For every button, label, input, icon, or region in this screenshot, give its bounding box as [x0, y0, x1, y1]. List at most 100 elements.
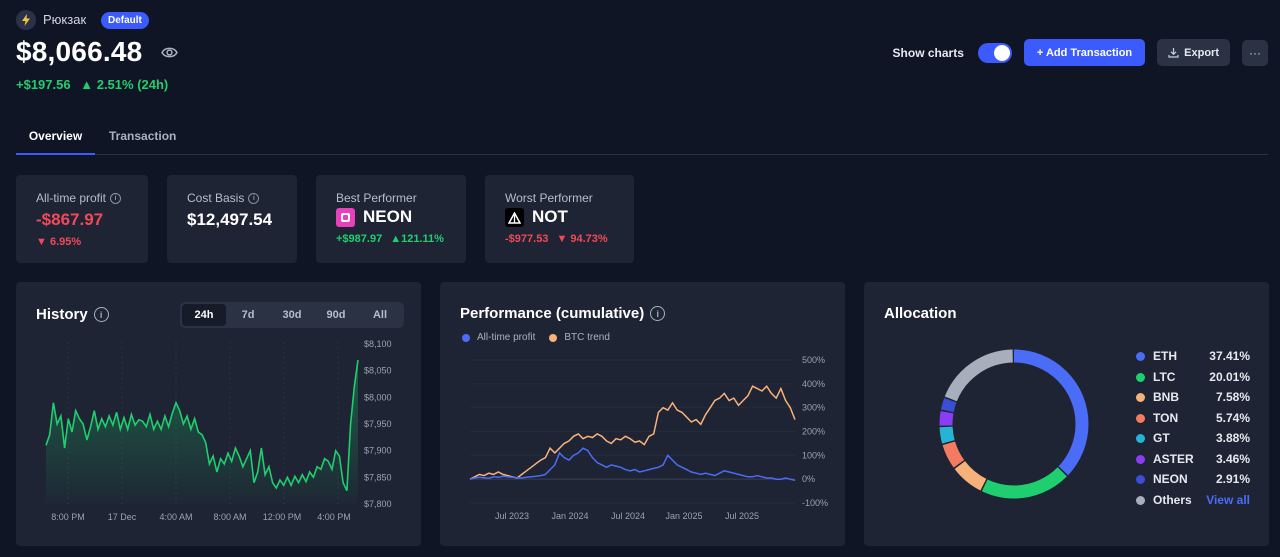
allocation-row-others[interactable]: Others View all — [1136, 493, 1250, 507]
worst-performer-card: Worst Performer NOT -$977.53 ▼ 94.73% — [485, 175, 634, 263]
best-performer-value: +$987.97 — [336, 233, 383, 246]
performance-y-tick: 500% — [802, 355, 825, 365]
caret-up-icon: ▲ — [390, 233, 402, 246]
donut-slice-aster[interactable] — [939, 349, 1089, 499]
all-time-profit-card: All-time profit i -$867.97 ▼ 6.95% — [16, 175, 148, 263]
best-performer-name: NEON — [363, 207, 413, 226]
legend-dot — [1136, 454, 1145, 464]
allocation-pct: 2.91% — [1215, 472, 1250, 486]
performance-y-tick: -100% — [802, 498, 828, 508]
best-performer-label: Best Performer — [336, 191, 417, 205]
history-y-tick: $7,850 — [364, 472, 392, 482]
range-7d-button[interactable]: 7d — [241, 309, 255, 321]
performance-y-tick: 200% — [802, 427, 825, 437]
allocation-pct: 3.88% — [1215, 431, 1250, 445]
tab-transaction[interactable]: Transaction — [109, 129, 177, 143]
allocation-donut[interactable] — [934, 344, 1094, 504]
worst-performer-label: Worst Performer — [505, 191, 593, 205]
wallet-name[interactable]: Рюкзак — [43, 12, 87, 27]
history-x-tick: 4:00 AM — [159, 512, 192, 522]
donut-slice-ltc[interactable] — [939, 349, 1089, 499]
performance-chart[interactable]: 500% 400% 300% 200% 100% 0% -100% Jul 2023 Jan … — [440, 282, 845, 546]
history-range-selector: 24h 7d 30d 90d All — [180, 302, 404, 328]
all-time-profit-line — [469, 447, 796, 482]
lightning-icon — [22, 14, 30, 26]
allocation-row-neon[interactable]: NEON 2.91% — [1136, 472, 1250, 486]
legend-dot — [1136, 433, 1145, 443]
info-icon[interactable]: i — [93, 307, 109, 322]
more-options-button[interactable]: ··· — [1242, 39, 1268, 66]
history-chart[interactable]: $8,100 $8,050 $8,000 $7,950 $7,900 $7,850 $7,8… — [16, 282, 421, 546]
info-icon[interactable]: i — [650, 306, 666, 321]
history-y-tick: $7,800 — [364, 499, 392, 509]
legend-dot — [1136, 495, 1145, 505]
portfolio-balance: $8,066.48 — [16, 36, 143, 67]
caret-down-icon: ▼ — [556, 233, 568, 246]
eye-icon[interactable] — [161, 46, 178, 64]
legend-dot — [1136, 351, 1145, 361]
legend-dot — [1136, 392, 1145, 402]
show-charts-label: Show charts — [892, 45, 964, 60]
best-performer-coin[interactable]: NEON — [336, 207, 446, 228]
allocation-row-gt[interactable]: GT 3.88% — [1136, 431, 1250, 445]
allocation-row-ton[interactable]: TON 5.74% — [1136, 411, 1250, 425]
legend-dot — [1136, 474, 1145, 484]
history-panel: History i 24h 7d 30d 90d All $8,100 $8,05… — [16, 282, 421, 546]
performance-title: Performance (cumulative) i — [460, 305, 666, 322]
balance-change-abs: +$197.56 — [16, 77, 71, 92]
default-badge: Default — [101, 12, 149, 29]
cost-basis-value: $12,497.54 — [187, 210, 273, 229]
allocation-row-ltc[interactable]: LTC 20.01% — [1136, 370, 1250, 384]
show-charts-toggle[interactable] — [977, 42, 1012, 63]
view-all-link[interactable]: View all — [1206, 493, 1250, 507]
allocation-title: Allocation — [884, 305, 957, 322]
allocation-name: NEON — [1153, 472, 1188, 486]
cost-basis-card: Cost Basis i $12,497.54 — [167, 175, 297, 263]
caret-down-icon: ▼ — [36, 236, 47, 248]
portfolio-tabs: Overview Transaction — [16, 120, 1268, 155]
legend-btc-trend[interactable]: BTC trend — [549, 332, 610, 343]
range-30d-button[interactable]: 30d — [282, 309, 302, 321]
all-time-profit-value: -$867.97 — [36, 210, 104, 229]
worst-performer-coin[interactable]: NOT — [505, 207, 614, 228]
performance-x-tick: Jul 2023 — [495, 511, 529, 521]
range-24h-button[interactable]: 24h — [182, 304, 226, 326]
allocation-panel: Allocation — [864, 282, 1269, 546]
performance-y-tick: 400% — [802, 379, 825, 389]
allocation-name: BNB — [1153, 390, 1179, 404]
info-icon[interactable]: i — [110, 192, 122, 204]
legend-all-time-profit[interactable]: All-time profit — [462, 332, 535, 343]
history-x-tick: 12:00 PM — [263, 512, 302, 522]
performance-x-tick: Jul 2025 — [725, 511, 759, 521]
range-all-button[interactable]: All — [372, 309, 388, 321]
donut-slice-eth[interactable] — [939, 349, 1089, 499]
info-icon[interactable]: i — [248, 192, 260, 204]
performance-panel: Performance (cumulative) i All-time prof… — [440, 282, 845, 546]
performance-y-tick: 100% — [802, 450, 825, 460]
history-x-tick: 8:00 AM — [213, 512, 246, 522]
worst-performer-value: -$977.53 — [505, 233, 549, 246]
allocation-row-eth[interactable]: ETH 37.41% — [1136, 349, 1250, 363]
neon-coin-icon — [336, 208, 355, 228]
tab-active-indicator — [16, 153, 95, 155]
allocation-pct: 20.01% — [1209, 370, 1250, 384]
btc-trend-line — [469, 385, 796, 480]
worst-performer-name: NOT — [532, 207, 568, 226]
best-performer-pct: 121.11% — [401, 233, 444, 246]
caret-up-icon: ▲ — [80, 77, 94, 92]
history-x-tick: 8:00 PM — [51, 512, 85, 522]
allocation-name: LTC — [1153, 370, 1176, 384]
tab-overview[interactable]: Overview — [28, 129, 83, 143]
export-button[interactable]: Export — [1157, 39, 1230, 66]
allocation-row-bnb[interactable]: BNB 7.58% — [1136, 390, 1250, 404]
legend-dot — [549, 333, 558, 342]
all-time-profit-label: All-time profit — [36, 191, 107, 205]
allocation-row-aster[interactable]: ASTER 3.46% — [1136, 452, 1250, 466]
add-transaction-button[interactable]: + Add Transaction — [1023, 39, 1146, 66]
history-y-tick: $7,950 — [364, 419, 392, 429]
balance-change-pct: 2.51% (24h) — [96, 77, 169, 92]
performance-x-tick: Jan 2025 — [665, 511, 702, 521]
allocation-name: TON — [1153, 411, 1179, 425]
range-90d-button[interactable]: 90d — [326, 309, 346, 321]
legend-dot — [1136, 413, 1145, 423]
